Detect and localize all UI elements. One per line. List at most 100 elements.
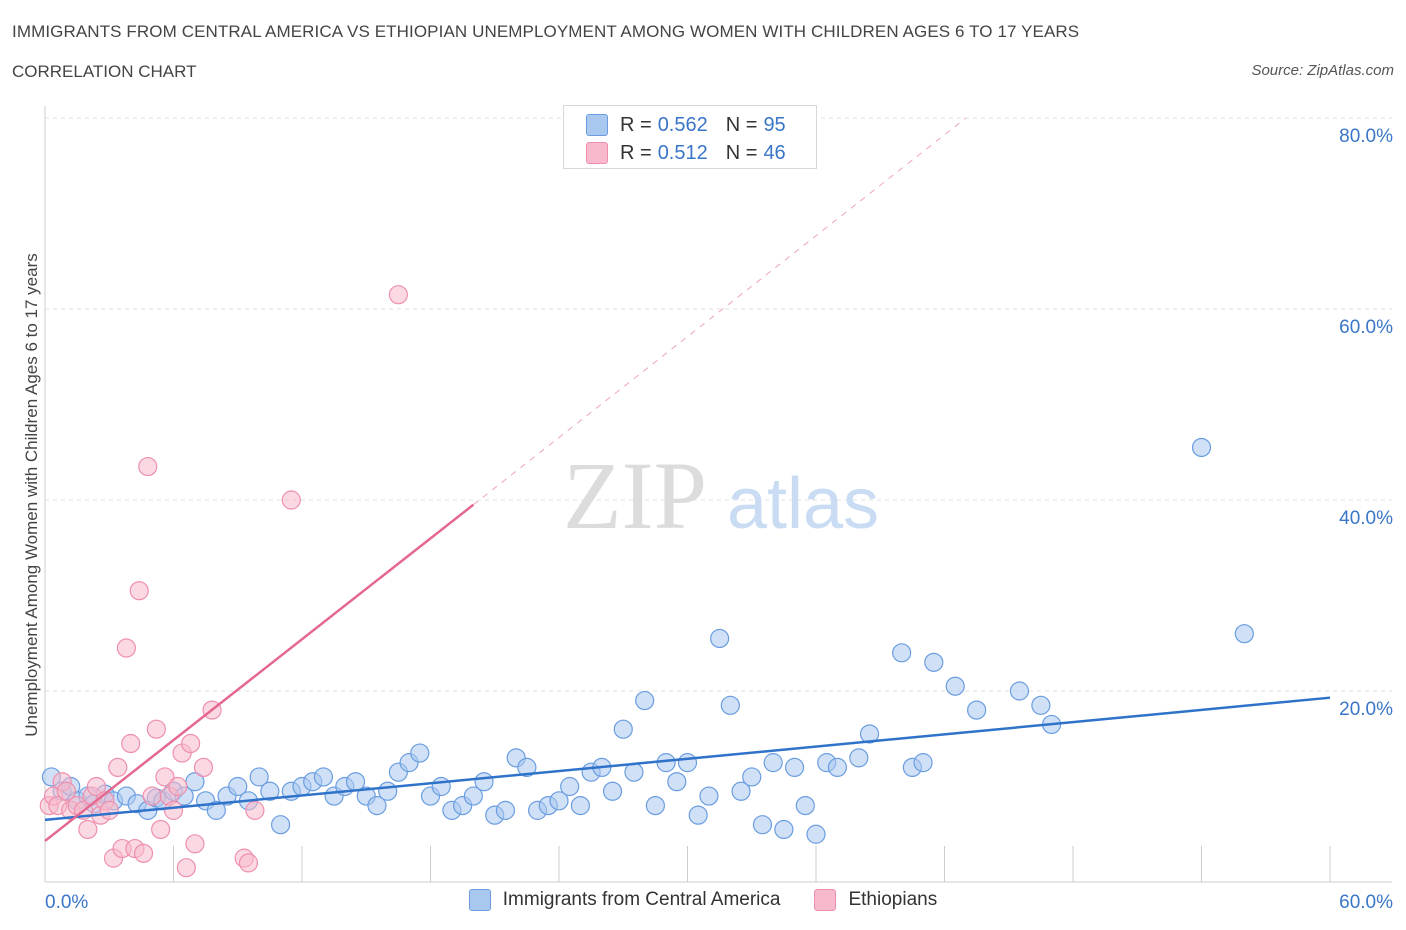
- data-point-central-america: [924, 652, 944, 672]
- watermark-atlas: atlas: [727, 464, 879, 544]
- data-point-ethiopian: [108, 757, 128, 778]
- y-tick-label: 40.0%: [1339, 508, 1393, 529]
- data-point-ethiopian: [193, 757, 214, 778]
- data-point-central-america: [517, 757, 537, 778]
- legend-r-label: R =: [620, 113, 652, 136]
- series-legend-label: Ethiopians: [848, 889, 938, 910]
- data-point-ethiopian: [168, 776, 188, 797]
- legend-n-value: 95: [763, 113, 786, 136]
- data-point-central-america: [602, 781, 623, 801]
- x-tick-label: 60.0%: [1339, 892, 1393, 913]
- legend-r-value: 0.562: [657, 113, 708, 136]
- data-point-central-america: [206, 800, 226, 820]
- data-point-central-america: [784, 757, 805, 778]
- data-point-ethiopian: [138, 456, 158, 477]
- data-point-central-america: [313, 767, 334, 787]
- data-point-central-america: [827, 757, 848, 778]
- watermark-zip: ZIP: [563, 442, 707, 549]
- data-point-ethiopian: [86, 776, 107, 797]
- data-point-central-america: [474, 772, 494, 792]
- data-point-central-america: [624, 762, 644, 782]
- data-point-central-america: [635, 690, 655, 711]
- data-point-central-america: [967, 700, 987, 720]
- stats-legend: R = 0.562 N = 95 R = 0.512 N = 46: [563, 105, 817, 169]
- legend-swatch-pink: [586, 142, 608, 164]
- data-point-central-america: [677, 753, 698, 773]
- data-point-central-america: [549, 791, 569, 811]
- data-point-central-america: [270, 815, 291, 835]
- data-point-central-america: [699, 786, 719, 806]
- y-tick-label: 80.0%: [1339, 126, 1393, 147]
- data-point-ethiopian: [163, 800, 184, 820]
- data-point-central-america: [431, 776, 451, 797]
- data-point-central-america: [806, 824, 826, 844]
- y-axis-label: Unemployment Among Women with Children A…: [22, 253, 41, 737]
- data-point-ethiopian: [388, 285, 408, 305]
- data-point-ethiopian: [99, 800, 119, 820]
- legend-row-ethiopians: R = 0.512 N = 46: [586, 139, 786, 167]
- trend-line-ethiopians-extension: [473, 117, 967, 506]
- data-point-central-america: [495, 800, 516, 820]
- data-point-central-america: [249, 767, 269, 787]
- data-point-ethiopian: [129, 581, 149, 601]
- data-point-central-america: [849, 748, 869, 768]
- y-tick-label: 60.0%: [1339, 317, 1393, 338]
- series-swatch-blue: [468, 889, 491, 911]
- data-point-ethiopian: [121, 733, 141, 754]
- data-point-ethiopian: [142, 786, 162, 806]
- data-point-central-america: [892, 643, 912, 663]
- data-point-central-america: [720, 695, 740, 715]
- series-legend-item-ethiopians[interactable]: Ethiopians: [814, 889, 937, 911]
- data-point-central-america: [667, 772, 687, 792]
- data-point-central-america: [913, 753, 933, 773]
- data-point-central-america: [367, 795, 387, 816]
- data-point-central-america: [731, 781, 751, 801]
- data-point-ethiopian: [281, 490, 301, 510]
- y-tick-label: 20.0%: [1339, 699, 1393, 720]
- data-point-central-america: [742, 767, 762, 787]
- data-point-central-america: [645, 795, 665, 816]
- legend-n-label: N =: [725, 113, 758, 136]
- data-point-central-america: [613, 719, 633, 739]
- legend-n-label: N =: [725, 141, 758, 164]
- source-credit: Source: ZipAtlas.com: [1251, 62, 1394, 79]
- x-tick-label: 0.0%: [45, 892, 88, 913]
- data-point-central-america: [763, 753, 783, 773]
- data-point-ethiopian: [56, 781, 77, 801]
- data-point-central-america: [410, 743, 430, 763]
- data-point-central-america: [710, 628, 730, 649]
- data-point-ethiopian: [146, 719, 166, 739]
- legend-n-value: 46: [763, 141, 786, 164]
- chart-subtitle: CORRELATION CHART: [12, 62, 197, 81]
- data-point-central-america: [945, 676, 965, 696]
- legend-swatch-blue: [586, 114, 608, 136]
- data-point-central-america: [1234, 624, 1254, 644]
- data-point-central-america: [560, 776, 580, 797]
- data-point-ethiopian: [185, 834, 205, 854]
- data-point-ethiopian: [78, 819, 98, 840]
- data-point-central-america: [795, 795, 815, 816]
- data-point-central-america: [1191, 437, 1212, 458]
- trend-line-central-america: [44, 696, 1331, 822]
- series-legend-item-central-america[interactable]: Immigrants from Central America: [468, 889, 781, 911]
- data-point-ethiopian: [181, 733, 201, 754]
- data-point-central-america: [774, 819, 794, 840]
- series-legend-label: Immigrants from Central America: [502, 889, 781, 910]
- data-point-central-america: [859, 724, 880, 744]
- legend-r-label: R =: [620, 141, 652, 164]
- data-point-central-america: [1031, 695, 1051, 715]
- data-point-ethiopian: [238, 853, 259, 873]
- legend-row-central-america: R = 0.562 N = 95: [586, 111, 786, 139]
- data-point-central-america: [228, 776, 248, 797]
- data-point-ethiopian: [245, 800, 265, 820]
- data-point-central-america: [752, 815, 773, 835]
- series-legend: Immigrants from Central America Ethiopia…: [0, 889, 1406, 911]
- data-point-central-america: [260, 781, 280, 801]
- data-point-ethiopian: [155, 767, 175, 787]
- series-swatch-pink: [814, 889, 837, 911]
- data-point-ethiopian: [133, 843, 154, 863]
- chart-title: IMMIGRANTS FROM CENTRAL AMERICA VS ETHIO…: [12, 22, 1080, 41]
- data-point-central-america: [378, 781, 398, 801]
- data-point-central-america: [570, 795, 591, 816]
